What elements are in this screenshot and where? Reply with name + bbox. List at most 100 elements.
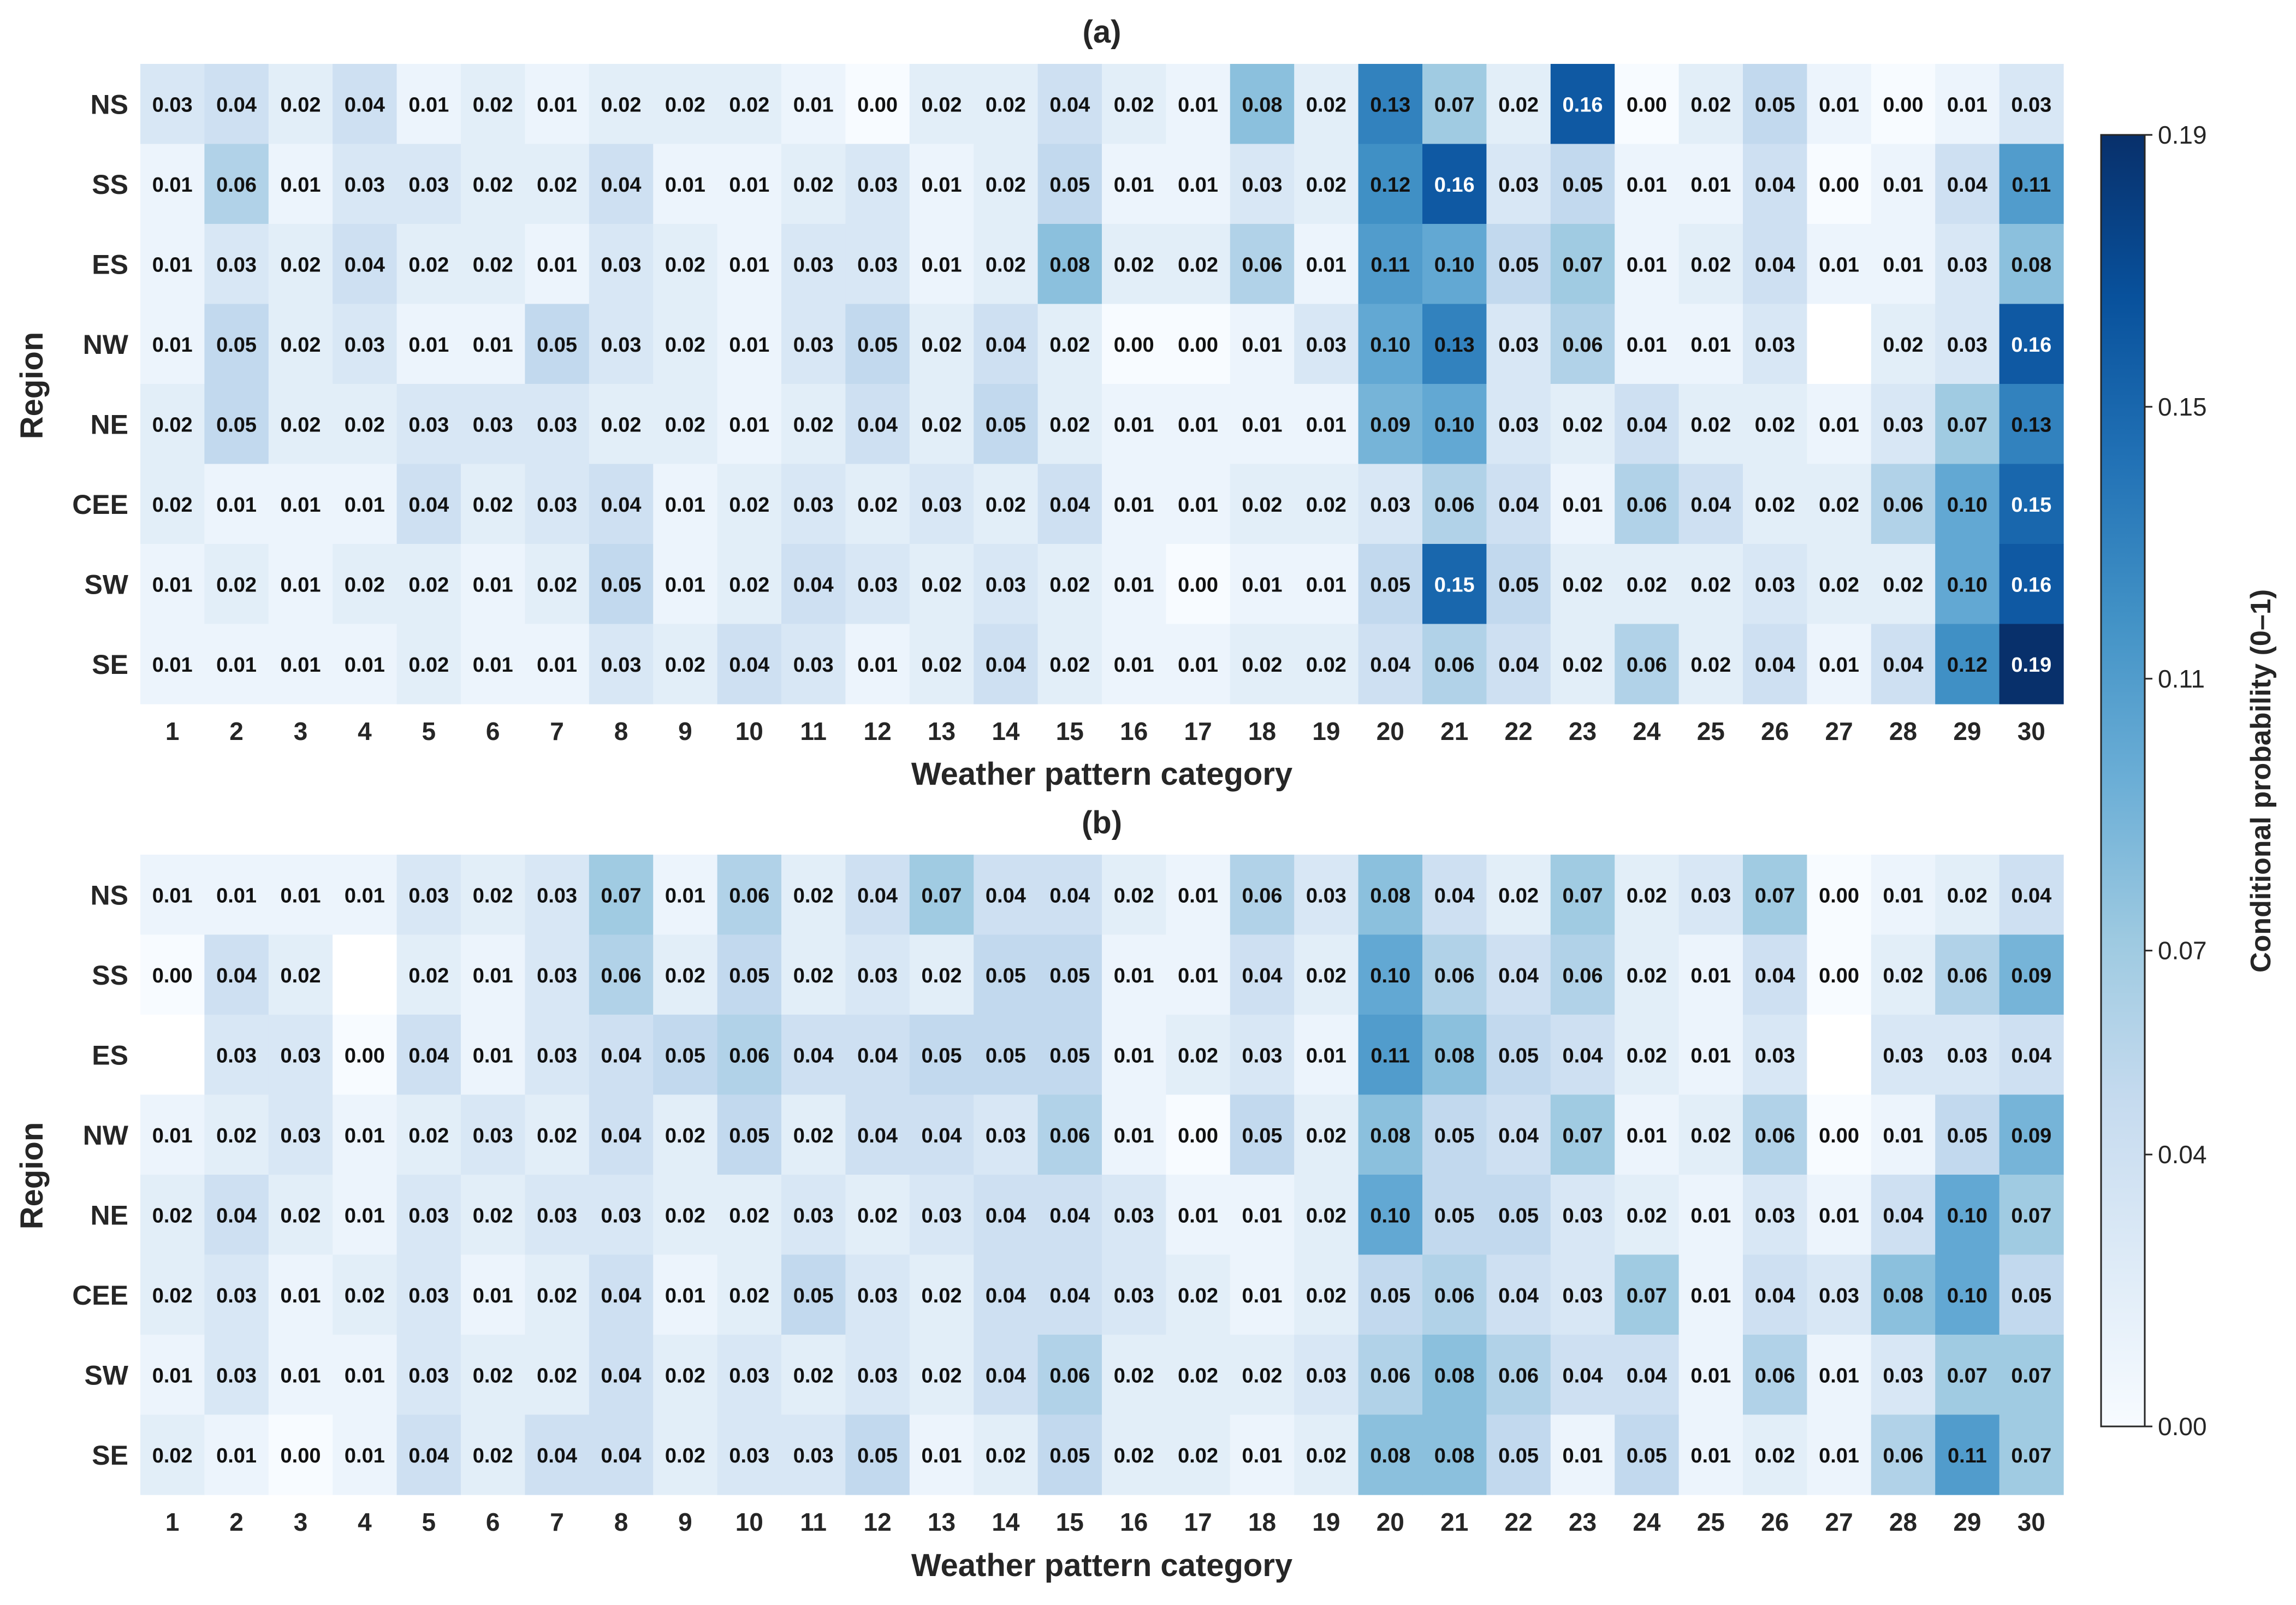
panel-b-x-tick-12: 12 [864,1508,892,1536]
panel-a-cell-CEE-20 [1358,464,1423,544]
panel-b-cell-label-SS-17: 0.01 [1178,964,1218,987]
panel-b-cell-label-SS-10: 0.05 [729,964,769,987]
panel-b-cell-CEE-10 [717,1254,782,1335]
panel-a-cell-label-NE-4: 0.02 [345,413,385,436]
panel-a-cell-label-NS-26: 0.05 [1755,93,1795,116]
panel-a-cell-NS-29 [1935,64,2000,145]
panel-a-cell-NS-19 [1294,64,1359,145]
panel-b-cell-CEE-9 [653,1254,718,1335]
panel-b-cell-label-NS-13: 0.07 [922,884,962,907]
panel-a-cell-label-NS-7: 0.01 [537,93,577,116]
panel-a-cell-SE-7 [525,624,590,704]
panel-a-cell-label-CEE-20: 0.03 [1370,494,1410,517]
panel-b-cell-label-SW-16: 0.02 [1114,1364,1154,1387]
panel-a-cell-label-NE-2: 0.05 [216,413,257,436]
panel-b-x-tick-8: 8 [614,1508,628,1536]
panel-b-x-tick-7: 7 [550,1508,564,1536]
panel-a-cell-SE-6 [461,624,525,704]
panel-a-cell-NW-24 [1615,304,1680,384]
panel-a-cell-ES-13 [909,224,974,305]
panel-a-cell-CEE-14 [974,464,1039,544]
panel-a-cell-label-ES-21: 0.10 [1434,253,1475,276]
panel-a-cell-NE-15 [1037,384,1102,465]
panel-a-cell-label-SE-23: 0.02 [1563,654,1603,677]
panel-b-cell-NE-2 [204,1175,269,1255]
panel-a-cell-label-NW-22: 0.03 [1498,334,1539,357]
panel-b-cell-label-ES-29: 0.03 [1947,1044,1988,1067]
panel-b-cell-SW-18 [1230,1335,1295,1416]
panel-b-cell-SS-3 [268,934,333,1015]
panel-a-cell-label-NE-14: 0.05 [986,413,1026,436]
panel-b-cell-ES-13 [909,1015,974,1095]
panel-a: (a) 0.03 0.04 0.02 0.04 0.01 0.02 0.01 0.02 0.02… [14,14,2064,792]
panel-a-cell-label-SS-10: 0.01 [729,174,769,197]
panel-b-cell-NS-4 [333,855,398,935]
panel-b-cell-label-NW-28: 0.01 [1883,1124,1924,1147]
panel-b-cell-ES-23 [1550,1015,1615,1095]
panel-b-cell-label-NS-8: 0.07 [601,884,642,907]
panel-a-cell-NS-10 [717,64,782,145]
panel-a-cell-NS-20 [1358,64,1423,145]
panel-b-cell-label-SS-5: 0.02 [408,964,449,987]
panel-a-cell-label-NS-28: 0.00 [1883,93,1924,116]
panel-b-cell-SW-28 [1871,1335,1936,1416]
panel-b-cell-label-SS-15: 0.05 [1049,964,1090,987]
panel-a-cell-label-SS-18: 0.03 [1242,174,1283,197]
panel-a-cell-label-CEE-19: 0.02 [1306,494,1346,517]
panel-a-cell-label-CEE-29: 0.10 [1947,494,1988,517]
panel-b-y-axis-label: Region [14,1122,50,1230]
panel-b-cell-label-ES-4: 0.00 [345,1044,385,1067]
panel-a-cell-label-NS-19: 0.02 [1306,93,1346,116]
panel-a-cell-NE-17 [1166,384,1231,465]
panel-b-x-tick-16: 16 [1120,1508,1148,1536]
panel-b-x-tick-23: 23 [1569,1508,1597,1536]
panel-b-cell-label-SS-14: 0.05 [986,964,1026,987]
panel-a-cell-label-NE-21: 0.10 [1434,413,1475,436]
panel-a-cell-SW-7 [525,544,590,625]
panel-b-cell-label-SS-27: 0.00 [1819,964,1859,987]
panel-b-cell-SS-5 [396,934,461,1015]
panel-a-cell-label-NW-21: 0.13 [1434,334,1475,357]
panel-a-cell-label-NS-23: 0.16 [1563,93,1603,116]
panel-b-cell-label-SW-7: 0.02 [537,1364,577,1387]
panel-b-cell-label-SS-9: 0.02 [665,964,705,987]
panel-b-cell-label-SS-13: 0.02 [922,964,962,987]
panel-a-cell-SS-19 [1294,144,1359,224]
panel-a-cell-CEE-6 [461,464,525,544]
panel-b-cell-NE-22 [1486,1175,1551,1255]
panel-a-cell-label-NE-8: 0.02 [601,413,642,436]
panel-a-cell-label-NE-13: 0.02 [922,413,962,436]
panel-b-cell-CEE-7 [525,1254,590,1335]
panel-a-cell-CEE-8 [589,464,654,544]
panel-b-cell-label-SS-3: 0.02 [281,964,321,987]
panel-b-cell-label-NW-4: 0.01 [345,1124,385,1147]
panel-a-cell-label-CEE-21: 0.06 [1434,494,1475,517]
panel-a-cell-NS-12 [845,64,910,145]
panel-a-cell-label-NE-28: 0.03 [1883,413,1924,436]
panel-a-x-tick-labels: 1 2 3 4 5 6 7 8 9 10 11 12 13 14 15 16 17 18 19 20 21 22 23 24 2… [165,717,2045,745]
panel-a-cell-label-CEE-10: 0.02 [729,494,769,517]
panel-a-cell-ES-2 [204,224,269,305]
panel-a-cell-SS-20 [1358,144,1423,224]
panel-a-cell-label-SW-4: 0.02 [345,573,385,596]
panel-a-cell-ES-19 [1294,224,1359,305]
panel-a-cell-label-NE-26: 0.02 [1755,413,1795,436]
panel-b-cell-SS-17 [1166,934,1231,1015]
panel-a-cell-SS-27 [1807,144,1872,224]
panel-b-cell-SS-29 [1935,934,2000,1015]
panel-b-cell-label-NS-19: 0.03 [1306,884,1346,907]
panel-b-cell-CEE-21 [1422,1254,1487,1335]
panel-a-cell-SE-15 [1037,624,1102,704]
panel-b-cell-NS-23 [1550,855,1615,935]
panel-a-cell-label-SE-30: 0.19 [2011,654,2051,677]
panel-a-cell-label-CEE-18: 0.02 [1242,494,1283,517]
panel-a-cell-NW-18 [1230,304,1295,384]
panel-a-cell-label-ES-8: 0.03 [601,253,642,276]
panel-b-cell-NW-22 [1486,1094,1551,1175]
panel-b-cell-ES-27 [1807,1015,1872,1095]
panel-a-x-tick-21: 21 [1440,717,1468,745]
panel-b-cell-label-NS-17: 0.01 [1178,884,1218,907]
panel-a-cell-label-SE-7: 0.01 [537,654,577,677]
panel-b-cell-label-CEE-1: 0.02 [152,1284,193,1307]
